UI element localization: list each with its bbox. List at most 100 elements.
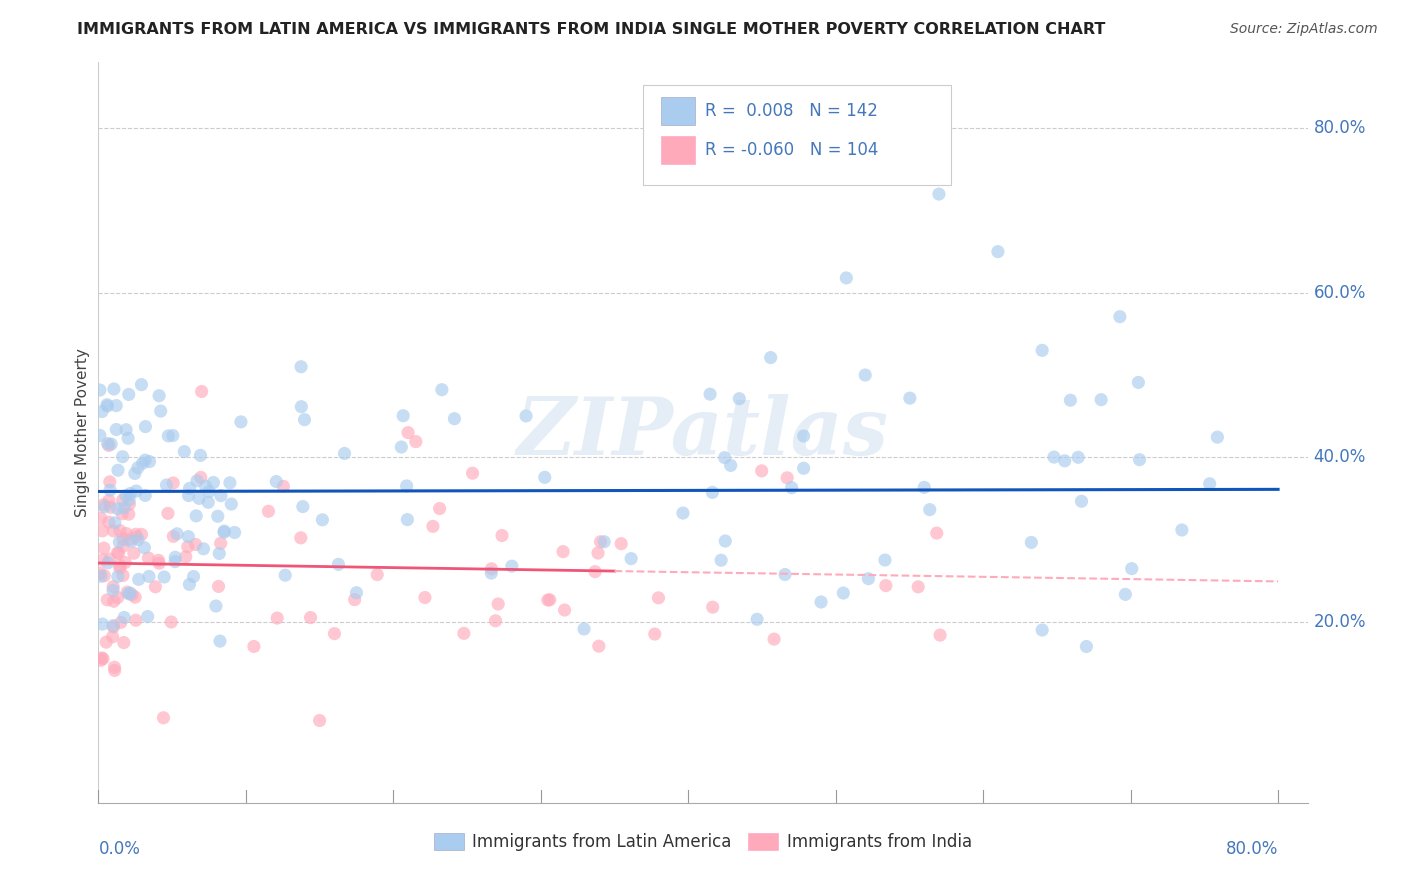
Point [173, 444, 195, 458]
Point [422, 519, 444, 533]
Point [138, 454, 160, 468]
Point [107, 463, 129, 477]
Point [97, 436, 120, 450]
Point [118, 533, 141, 547]
Point [793, 429, 815, 443]
Point [929, 628, 952, 642]
Point [1043, 450, 1066, 464]
Point [333, 446, 356, 460]
Point [1059, 393, 1081, 408]
Point [120, 586, 142, 600]
Point [93, 500, 115, 514]
Point [1206, 430, 1229, 444]
Point [103, 382, 125, 396]
Point [177, 540, 200, 554]
Point [429, 501, 451, 516]
Point [97, 438, 120, 452]
Point [112, 500, 135, 515]
Point [108, 524, 131, 538]
Point [134, 419, 156, 434]
Point [898, 391, 921, 405]
Point [98, 493, 121, 508]
Point [105, 399, 128, 413]
Point [111, 507, 134, 521]
Point [115, 526, 138, 541]
Point [111, 568, 134, 582]
Text: 20.0%: 20.0% [1313, 613, 1367, 631]
Point [165, 550, 187, 565]
Point [125, 613, 148, 627]
Point [117, 587, 139, 601]
Point [98, 483, 121, 497]
Point [366, 567, 388, 582]
Point [1053, 454, 1076, 468]
Point [148, 553, 170, 567]
Point [96, 398, 118, 412]
Point [107, 569, 129, 583]
Point [918, 502, 941, 516]
Point [551, 544, 574, 558]
Point [710, 553, 733, 567]
Point [593, 534, 616, 549]
Point [751, 464, 773, 478]
Text: 60.0%: 60.0% [1313, 284, 1367, 301]
Point [162, 475, 184, 490]
Point [586, 546, 609, 560]
Point [212, 525, 235, 540]
Point [290, 359, 312, 374]
Point [257, 504, 280, 518]
Point [108, 535, 131, 549]
Point [112, 635, 135, 649]
Point [389, 440, 412, 454]
Point [912, 480, 935, 494]
Point [858, 572, 880, 586]
Point [537, 593, 560, 607]
Point [91, 498, 114, 512]
Point [134, 541, 156, 555]
Point [572, 622, 595, 636]
Point [243, 640, 266, 654]
Point [194, 479, 217, 493]
Point [107, 591, 129, 605]
Point [299, 610, 322, 624]
Point [1067, 450, 1090, 465]
Point [1121, 561, 1143, 575]
Point [308, 714, 330, 728]
Point [131, 527, 153, 541]
Point [136, 609, 159, 624]
Point [125, 530, 148, 544]
Point [93, 541, 115, 555]
Point [100, 437, 122, 451]
Point [188, 491, 211, 506]
Point [720, 458, 742, 473]
Point [205, 599, 228, 613]
Legend: Immigrants from Latin America, Immigrants from India: Immigrants from Latin America, Immigrant… [427, 826, 979, 857]
Point [759, 351, 782, 365]
Point [396, 425, 419, 440]
Point [1031, 343, 1053, 358]
Point [177, 530, 200, 544]
Point [1128, 452, 1150, 467]
Point [853, 368, 876, 382]
Point [101, 583, 124, 598]
Point [104, 516, 127, 530]
Point [190, 449, 212, 463]
Point [190, 384, 212, 399]
Point [89, 383, 111, 397]
Point [395, 479, 418, 493]
Point [120, 486, 142, 500]
Point [405, 434, 427, 449]
Point [197, 495, 219, 509]
Point [430, 383, 453, 397]
Point [104, 664, 127, 678]
Point [89, 566, 111, 580]
Point [90, 651, 112, 665]
FancyBboxPatch shape [643, 85, 950, 185]
Point [793, 461, 815, 475]
Point [101, 618, 124, 632]
Point [875, 578, 897, 592]
Point [610, 537, 633, 551]
Point [1171, 523, 1194, 537]
Point [162, 529, 184, 543]
Point [115, 423, 138, 437]
